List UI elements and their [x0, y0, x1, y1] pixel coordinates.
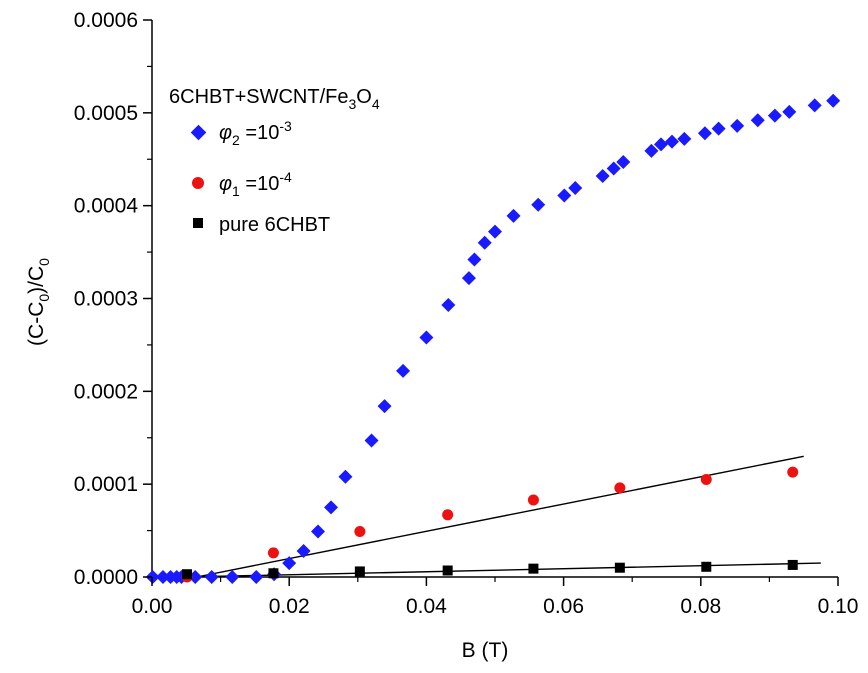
- data-point-diamond: [767, 108, 782, 123]
- y-axis-title: (C-C0)/C0: [25, 258, 52, 346]
- data-point-diamond: [557, 188, 572, 203]
- data-point-square: [701, 561, 712, 572]
- data-point-diamond: [364, 433, 379, 448]
- x-tick-label: 0.04: [406, 595, 447, 618]
- data-point-circle: [614, 482, 626, 494]
- legend-marker-pure: [193, 218, 203, 228]
- data-point-square: [787, 559, 798, 570]
- data-point-square: [442, 565, 453, 576]
- y-tick-label: 0.0003: [74, 288, 138, 311]
- data-point-diamond: [338, 469, 353, 484]
- data-point-diamond: [467, 252, 482, 267]
- data-point-diamond: [697, 126, 712, 141]
- data-point-diamond: [506, 208, 521, 223]
- data-point-diamond: [311, 524, 326, 539]
- legend-label-phi1: φ1 =10-4: [219, 169, 292, 199]
- data-point-diamond: [595, 168, 610, 183]
- data-point-diamond: [377, 399, 392, 414]
- data-point-diamond: [225, 570, 240, 584]
- data-point-diamond: [730, 118, 745, 133]
- data-point-diamond: [606, 161, 621, 176]
- data-point-diamond: [296, 544, 311, 559]
- data-point-diamond: [488, 224, 502, 239]
- fit-line: [186, 562, 821, 578]
- data-point-circle: [267, 547, 279, 559]
- legend-title: 6CHBT+SWCNT/Fe3O4: [169, 86, 380, 112]
- data-point-circle: [700, 474, 712, 486]
- data-point-diamond: [644, 143, 659, 158]
- data-point-diamond: [750, 113, 765, 128]
- data-point-diamond: [807, 98, 822, 113]
- data-point-diamond: [419, 330, 434, 345]
- data-point-diamond: [396, 363, 411, 378]
- data-point-diamond: [249, 570, 264, 584]
- y-tick-label: 0.0000: [74, 566, 138, 589]
- legend-label-pure: pure 6CHBT: [219, 214, 330, 236]
- data-point-diamond: [568, 181, 583, 196]
- data-point-diamond: [664, 134, 679, 149]
- legend-marker-phi1: [192, 177, 204, 189]
- data-point-circle: [527, 494, 539, 506]
- x-tick-label: 0.06: [543, 595, 584, 618]
- x-tick-label: 0.02: [269, 595, 310, 618]
- data-point-circle: [442, 509, 454, 521]
- legend-marker-phi2: [190, 124, 207, 141]
- x-axis-title: B (T): [462, 639, 509, 662]
- data-point-diamond: [441, 297, 456, 312]
- data-point-circle: [354, 526, 366, 538]
- data-point-diamond: [155, 570, 170, 584]
- fit-lines: [186, 455, 821, 578]
- data-point-diamond: [616, 155, 631, 170]
- data-point-diamond: [461, 271, 476, 286]
- x-tick-label: 0.00: [132, 595, 173, 618]
- y-tick-label: 0.0002: [74, 380, 138, 403]
- data-point-circle: [787, 466, 799, 478]
- legend-label-phi2: φ2 =10-3: [219, 118, 292, 148]
- data-point-diamond: [677, 131, 692, 146]
- data-point-square: [528, 563, 539, 574]
- y-tick-label: 0.0005: [74, 102, 138, 125]
- data-point-diamond: [477, 235, 492, 250]
- data-point-diamond: [782, 104, 797, 119]
- data-point-diamond: [324, 500, 339, 515]
- data-point-diamond: [531, 197, 546, 212]
- y-tick-label: 0.0006: [74, 9, 138, 32]
- data-point-diamond: [711, 121, 726, 136]
- legend: 6CHBT+SWCNT/Fe3O4 φ2 =10-3 φ1 =10-4 pure…: [169, 86, 380, 236]
- data-point-square: [614, 562, 625, 573]
- y-tick-label: 0.0004: [74, 195, 139, 218]
- data-point-diamond: [282, 556, 297, 571]
- x-tick-label: 0.10: [818, 595, 859, 618]
- x-tick-label: 0.08: [680, 595, 721, 618]
- data-point-diamond: [826, 93, 841, 108]
- data-point-square: [268, 568, 279, 579]
- data-markers: [145, 93, 841, 584]
- data-point-square: [354, 566, 365, 577]
- data-point-square: [181, 569, 192, 580]
- axis-ticks: 0.00 0.02 0.04 0.06 0.08 0.10 0.0000 0.0001 0.00…: [74, 9, 859, 618]
- data-point-diamond: [204, 570, 219, 584]
- data-point-diamond: [654, 137, 669, 152]
- y-tick-label: 0.0001: [74, 473, 138, 496]
